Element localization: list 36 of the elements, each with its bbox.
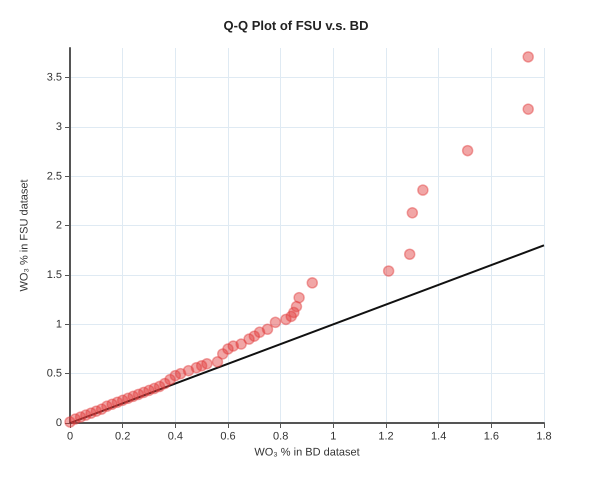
point — [404, 248, 416, 260]
y-tick-label: 1 — [56, 318, 62, 330]
point — [212, 356, 224, 368]
x-tick-label: 1.8 — [536, 430, 552, 442]
y-tick-label: 1.5 — [46, 268, 62, 281]
y-tick-label: 0 — [56, 417, 62, 429]
point — [270, 316, 282, 328]
point — [262, 324, 274, 335]
y-tick-label: 2 — [56, 220, 62, 232]
x-axis-title: WO₃ % in BD dataset — [254, 446, 360, 458]
y-tick-label: 0.5 — [46, 368, 62, 380]
point — [306, 277, 318, 289]
point — [293, 292, 305, 304]
point — [417, 184, 429, 196]
point — [462, 144, 474, 156]
x-tick-label: 0.6 — [220, 430, 236, 442]
x-tick-label: 0.2 — [115, 430, 130, 442]
y-tick-label: 3 — [56, 120, 62, 133]
x-tick-label: 0.4 — [168, 430, 183, 442]
point — [235, 338, 247, 350]
chart-title: Q-Q Plot of FSU v.s. BD — [224, 18, 368, 33]
point — [406, 207, 418, 219]
x-tick-label: 0.8 — [273, 430, 288, 442]
y-tick-label: 2.5 — [46, 170, 62, 182]
point — [522, 103, 534, 115]
point — [382, 265, 394, 277]
point — [290, 300, 302, 312]
x-tick-label: 1.6 — [484, 430, 499, 442]
point — [522, 51, 534, 63]
y-axis-title: WO₃ % in FSU dataset — [18, 179, 30, 292]
x-tick-label: 1 — [330, 430, 336, 442]
x-tick-label: 1.2 — [378, 430, 394, 442]
x-tick-label: 0 — [66, 430, 74, 442]
x-tick-label: 1.4 — [431, 430, 446, 442]
y-tick-label: 3.5 — [46, 72, 62, 84]
point — [201, 358, 213, 370]
